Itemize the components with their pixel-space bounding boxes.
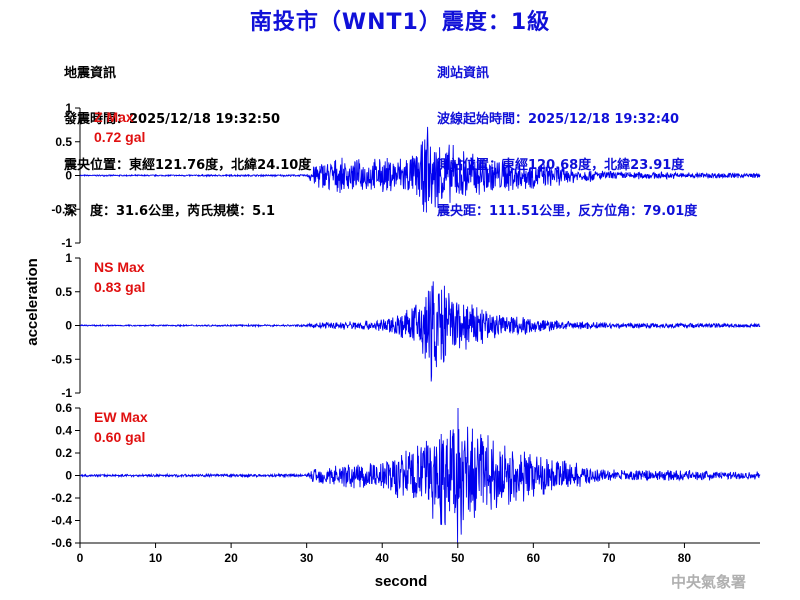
wave-start-time: 波線起始時間：2025/12/18 19:32:40 xyxy=(437,112,680,127)
waveform-trace-z xyxy=(79,126,761,213)
distance-azimuth: 震央距：111.51公里，反方位角：79.01度 xyxy=(437,204,698,219)
waveform-trace-ns xyxy=(79,281,761,382)
x-tick-label: 30 xyxy=(300,551,314,565)
y-tick-label: -0.5 xyxy=(51,202,72,216)
panel-ew: 0.6 0.4 0.2 0 -0.2 -0.4 -0.6 EW Max 0.60 gal xyxy=(51,401,761,550)
panels-group: 1 0.5 0 -0.5 -1 Z Max 0.72 gal 1 0.5 0 -0.5 -1 NS Ma… xyxy=(51,101,761,550)
max-label-ns: NS Max xyxy=(94,259,145,275)
panel-ns: 1 0.5 0 -0.5 -1 NS Max 0.83 gal xyxy=(51,251,761,400)
max-value-z: 0.72 gal xyxy=(94,129,145,145)
chart-title: 南投市（WNT1）震度：1級 xyxy=(249,10,551,35)
origin-time: 發震時間：2025/12/18 19:32:50 xyxy=(64,112,281,127)
depth-magnitude: 深 度：31.6公里，芮氏規模：5.1 xyxy=(64,204,276,219)
y-tick-label: -0.2 xyxy=(51,491,72,505)
y-tick-label: 0 xyxy=(65,469,72,483)
x-tick-label: 60 xyxy=(527,551,541,565)
y-tick-label: -0.5 xyxy=(51,352,72,366)
x-tick-label: 40 xyxy=(376,551,390,565)
station-info-heading: 測站資訊 xyxy=(437,66,490,81)
max-label-z: Z Max xyxy=(94,109,134,125)
y-tick-label: 0.4 xyxy=(55,424,72,438)
max-value-ns: 0.83 gal xyxy=(94,279,145,295)
y-tick-label: 0 xyxy=(65,319,72,333)
earthquake-info-block: 地震資訊 發震時間：2025/12/18 19:32:50 震央位置：東經121… xyxy=(64,36,311,235)
y-tick-label: 1 xyxy=(65,101,72,115)
y-tick-label: 0.2 xyxy=(55,446,72,460)
y-tick-label: 0 xyxy=(65,169,72,183)
y-tick-label: -1 xyxy=(61,236,72,250)
x-tick-label: 0 xyxy=(77,551,84,565)
station-info-block: 測站資訊 波線起始時間：2025/12/18 19:32:40 測站位置：東經1… xyxy=(437,36,697,235)
y-tick-label: -0.6 xyxy=(51,536,72,550)
y-tick-label: 0.5 xyxy=(55,135,72,149)
panel-z: 1 0.5 0 -0.5 -1 Z Max 0.72 gal xyxy=(51,101,761,250)
max-label-ew: EW Max xyxy=(94,409,148,425)
x-tick-label: 50 xyxy=(451,551,465,565)
x-tick-label: 20 xyxy=(224,551,238,565)
earthquake-info-heading: 地震資訊 xyxy=(64,66,117,81)
x-tick-label: 10 xyxy=(149,551,163,565)
y-tick-label: 1 xyxy=(65,251,72,265)
x-axis-label: second xyxy=(375,573,428,590)
y-tick-label: 0.5 xyxy=(55,285,72,299)
epicenter-location: 震央位置：東經121.76度，北緯24.10度 xyxy=(64,158,312,173)
y-tick-label: -1 xyxy=(61,386,72,400)
y-axis-label: acceleration xyxy=(24,258,41,346)
max-value-ew: 0.60 gal xyxy=(94,429,145,445)
x-tick-label: 80 xyxy=(678,551,692,565)
y-tick-label: 0.6 xyxy=(55,401,72,415)
x-axis: 0 10 20 30 40 50 60 70 80 xyxy=(77,542,760,565)
y-tick-label: -0.4 xyxy=(51,514,72,528)
waveform-trace-ew xyxy=(79,407,761,544)
cwa-footer-text: 中央氣象署 xyxy=(671,573,746,591)
x-tick-label: 70 xyxy=(602,551,616,565)
